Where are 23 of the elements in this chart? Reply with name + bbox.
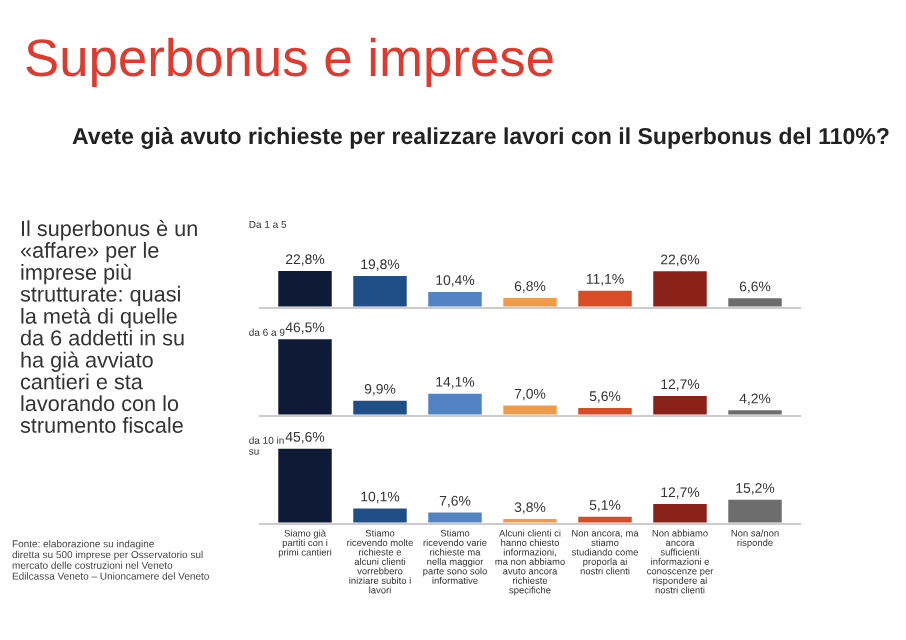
bar xyxy=(500,295,560,308)
bar xyxy=(425,509,485,524)
bar xyxy=(650,268,710,308)
bar xyxy=(650,501,710,524)
bar xyxy=(275,445,335,524)
bar xyxy=(575,287,635,308)
bar xyxy=(425,390,485,416)
bar xyxy=(350,273,410,308)
bar xyxy=(275,336,335,416)
bar xyxy=(500,516,560,524)
bar xyxy=(725,497,785,524)
bar xyxy=(725,295,785,308)
bar xyxy=(425,289,485,308)
bar xyxy=(350,505,410,524)
chart-subtitle: Avete già avuto richieste per realizzare lavori con il Superbonus del 110%? xyxy=(72,127,889,149)
bar xyxy=(575,405,635,416)
bar xyxy=(500,402,560,416)
bar xyxy=(575,514,635,524)
chart-title: Superbonus e imprese xyxy=(26,37,553,87)
bar xyxy=(350,397,410,416)
bar xyxy=(275,268,335,308)
text: Il superbonus è un «affare» per le imprese più strutturate: quasi la metà di quelle da 6 addetti in su ha già avviato cantieri e sta lavorando con lo strumento fiscale xyxy=(20,220,197,433)
bar xyxy=(650,393,710,416)
